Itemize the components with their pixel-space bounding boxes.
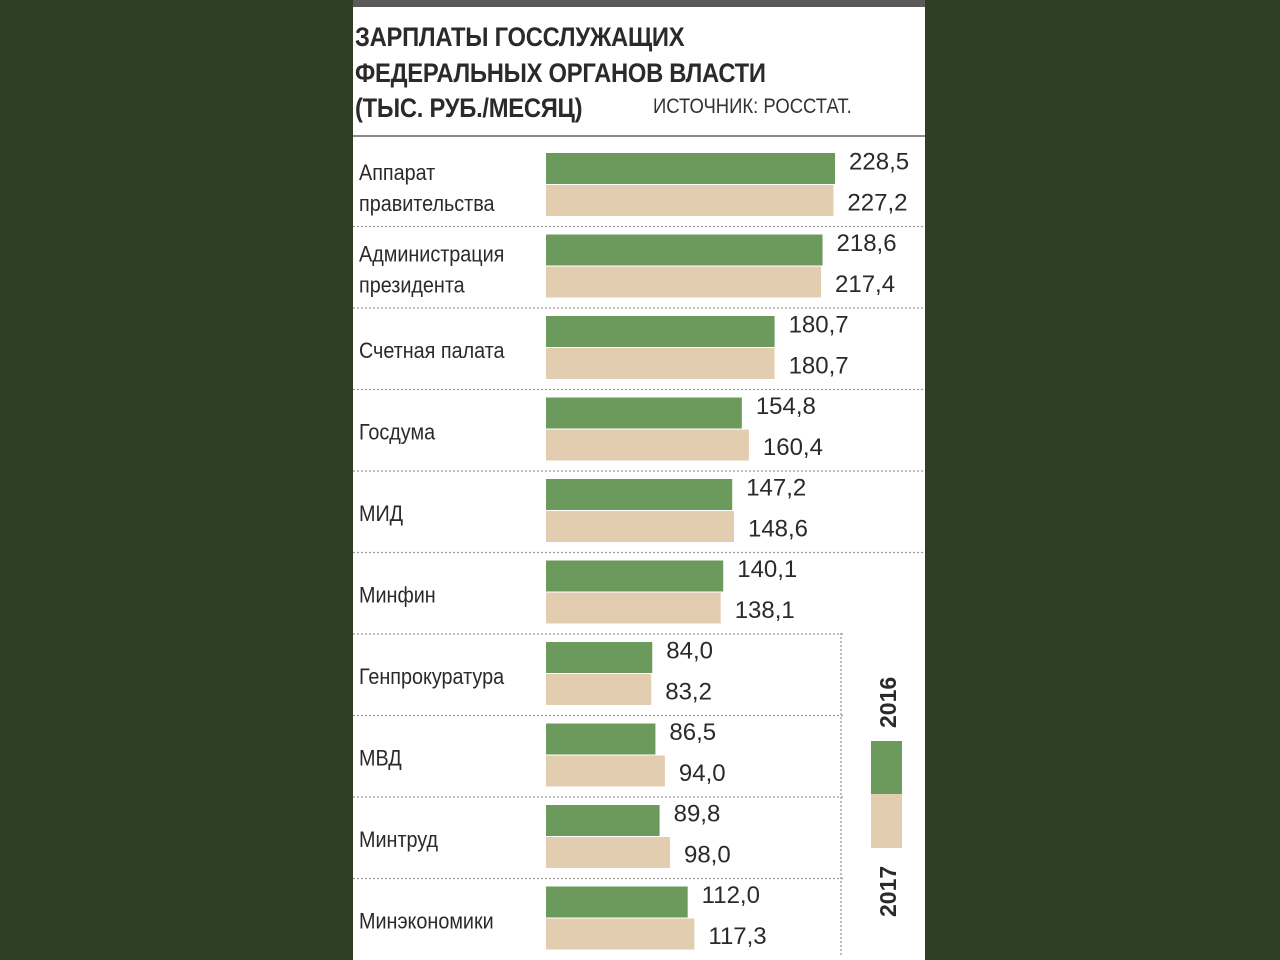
category-label: Минтруд (359, 828, 438, 852)
value-label-2016: 84,0 (666, 638, 713, 665)
category-label: МИД (359, 502, 403, 526)
category-label: МВД (359, 747, 402, 771)
category-label: Администрация (359, 243, 504, 267)
bar-2017 (546, 592, 721, 624)
value-label-2017: 117,3 (708, 923, 766, 950)
value-label-2016: 154,8 (756, 393, 816, 420)
value-label-2017: 227,2 (847, 190, 907, 217)
value-label-2017: 148,6 (748, 516, 808, 543)
value-label-2016: 147,2 (746, 475, 806, 502)
value-label-2016: 228,5 (849, 149, 909, 176)
bar-2016 (546, 723, 656, 755)
category-label: Счетная палата (359, 339, 505, 363)
bar-2016 (546, 479, 733, 510)
category-label: Госдума (359, 421, 435, 445)
bar-2017 (546, 429, 749, 461)
title-line-1: ЗАРПЛАТЫ ГОССЛУЖАЩИХ (355, 22, 685, 52)
category-label: Минфин (359, 584, 436, 608)
value-label-2017: 160,4 (763, 434, 823, 461)
value-label-2016: 140,1 (737, 556, 797, 583)
legend-swatch-2016 (871, 741, 902, 794)
bar-2016 (546, 642, 653, 673)
value-label-2017: 83,2 (665, 679, 712, 706)
legend-label-2017: 2017 (875, 866, 901, 917)
top-rule (353, 0, 925, 7)
bar-2017 (546, 918, 695, 950)
value-label-2016: 86,5 (669, 719, 716, 746)
bar-2017 (546, 348, 775, 379)
category-label: Аппарат (359, 161, 436, 185)
value-label-2017: 180,7 (789, 353, 849, 380)
legend-swatch-2017 (871, 794, 902, 848)
bar-2017 (546, 266, 822, 298)
bar-2017 (546, 755, 665, 787)
source-note: ИСТОЧНИК: РОССТАТ. (653, 95, 852, 118)
bar-2017 (546, 674, 652, 705)
salary-bar-chart: Аппарат правительства 228,5 227,2 Администра… (353, 149, 925, 955)
infographic-panel: ЗАРПЛАТЫ ГОССЛУЖАЩИХ ФЕДЕРАЛЬНЫХ ОРГАНОВ… (353, 0, 925, 960)
value-label-2017: 138,1 (735, 597, 795, 624)
value-label-2016: 89,8 (674, 801, 721, 828)
category-label: президента (359, 274, 465, 298)
value-label-2016: 218,6 (837, 230, 897, 257)
bar-2017 (546, 511, 734, 542)
bar-2016 (546, 397, 742, 429)
category-label: Минэкономики (359, 910, 494, 934)
category-label: Генпрокуратура (359, 665, 504, 689)
value-label-2017: 94,0 (679, 760, 726, 787)
value-label-2017: 98,0 (684, 842, 731, 869)
header-rule (353, 135, 925, 137)
bar-2016 (546, 316, 775, 347)
value-label-2016: 180,7 (789, 312, 849, 339)
bar-2017 (546, 185, 834, 216)
bar-2016 (546, 805, 660, 836)
value-label-2016: 112,0 (702, 882, 760, 909)
category-label: правительства (359, 192, 495, 216)
title-line-3: (ТЫС. РУБ./МЕСЯЦ) (355, 93, 583, 123)
bar-2016 (546, 886, 688, 918)
bar-2017 (546, 837, 670, 868)
title-line-2: ФЕДЕРАЛЬНЫХ ОРГАНОВ ВЛАСТИ (355, 58, 766, 88)
legend-label-2016: 2016 (875, 677, 901, 728)
bar-2016 (546, 560, 724, 592)
value-label-2017: 217,4 (835, 271, 895, 298)
bar-2016 (546, 153, 836, 184)
bar-2016 (546, 234, 823, 266)
